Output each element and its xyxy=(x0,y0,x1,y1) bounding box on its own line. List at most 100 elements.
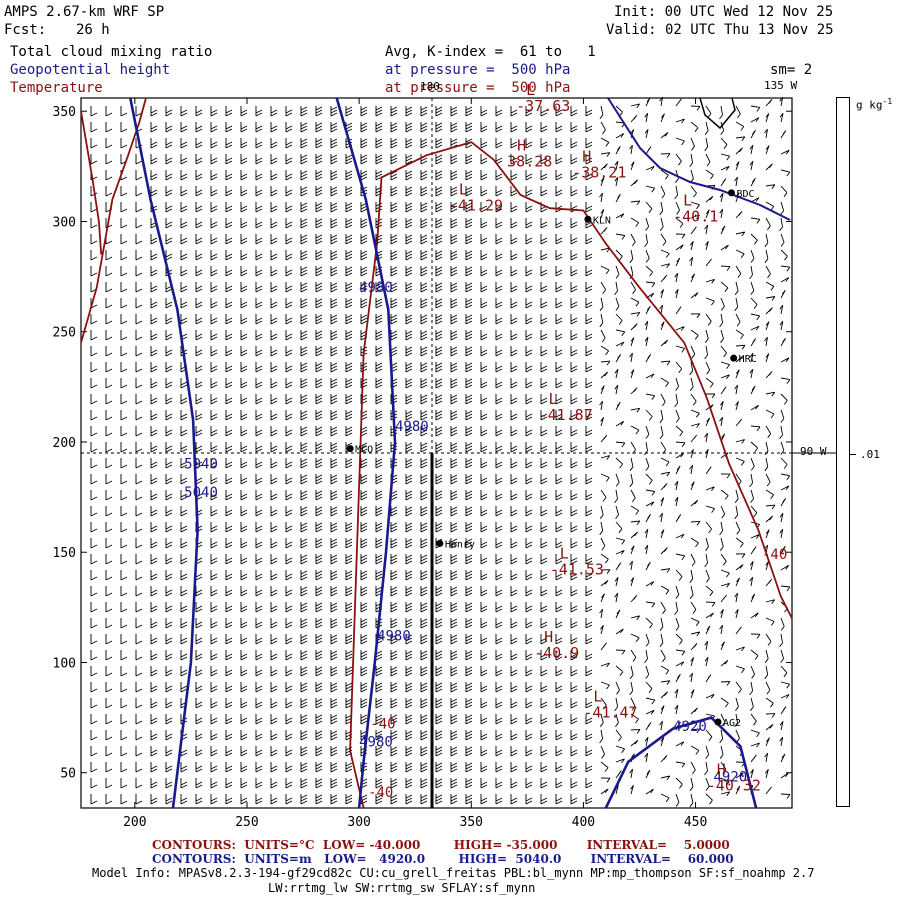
extremum-letter: L xyxy=(526,81,535,99)
x-tick-label: 350 xyxy=(460,815,483,830)
contour-label: 4980 xyxy=(377,628,411,644)
height-contours-layer xyxy=(129,97,758,809)
extremum-letter: L xyxy=(549,390,558,408)
extremum-value: -41.29 xyxy=(449,196,503,214)
coastline-ross xyxy=(607,97,791,221)
extremum-letter: L xyxy=(683,191,692,209)
temperature-contour xyxy=(349,141,793,809)
temperature-contour-info: CONTOURS: UNITS=°C LOW= -40.000 HIGH= -3… xyxy=(152,838,730,852)
station-marker xyxy=(346,445,354,453)
contour-label: -40 xyxy=(370,717,395,733)
extremum-value: -41.47 xyxy=(583,704,637,722)
contour-label: 4920 xyxy=(673,719,707,735)
model-info: Model Info: MPASv8.2.3-194-gf29cd82c CU:… xyxy=(92,866,815,880)
contour-label: -40 xyxy=(762,547,787,563)
longitude-180: 180 xyxy=(420,80,440,93)
smoothing-label: sm= 2 xyxy=(770,62,813,78)
contour-label: 4980 xyxy=(359,280,393,296)
model-title: AMPS 2.67-km WRF SP xyxy=(4,4,165,20)
colorbar-tick-label: .01 xyxy=(860,448,880,461)
station-marker xyxy=(730,354,738,362)
colorbar xyxy=(836,97,850,807)
init-time: Init: 00 UTC Wed 12 Nov 25 xyxy=(614,4,834,20)
station-label: AG2 xyxy=(723,718,741,729)
stations-layer: MCO Henry KLN BDC HRC AG2 xyxy=(346,189,757,729)
colorbar-units-exponent: -1 xyxy=(882,97,893,106)
extremum-value: -38.21 xyxy=(572,163,626,181)
contour-label: 5040 xyxy=(184,485,218,501)
x-tick-label: 300 xyxy=(347,815,370,830)
extremum-value: -41.87 xyxy=(539,406,593,424)
extremum-letter: H xyxy=(717,760,726,778)
field-cloud-mixing-ratio: Total cloud mixing ratio xyxy=(10,44,213,60)
station-label: KLN xyxy=(593,215,611,226)
height-contour xyxy=(129,97,199,809)
station-label: MCO xyxy=(355,445,373,456)
extremum-letter: L xyxy=(560,544,569,562)
extrema-layer: H38.28 H-38.21L-41.29 L-40.1L-41.87L-41.53… xyxy=(449,81,761,794)
temperature-contour xyxy=(80,111,103,255)
extremum-letter: L xyxy=(459,180,468,198)
y-tick-label: 150 xyxy=(53,546,76,561)
y-tick-label: 50 xyxy=(60,767,76,782)
plot-frame xyxy=(80,97,793,809)
axes-layer: 200 250 300 350 400 450 50 100 150 200 250 300 350 xyxy=(53,97,793,830)
extremum-letter: H xyxy=(544,628,553,646)
station-label: HRC xyxy=(739,354,757,365)
extremum-value: -40.9 xyxy=(534,644,579,662)
extremum-value: -40.32 xyxy=(707,776,761,794)
extremum-value: 38.28 xyxy=(507,152,552,170)
height-contour-info: CONTOURS: UNITS=m LOW= 4920.0 HIGH= 5040… xyxy=(152,852,734,866)
valid-time: Valid: 02 UTC Thu 13 Nov 25 xyxy=(606,22,834,38)
extremum-letter: L xyxy=(593,688,602,706)
colorbar-units-text: g kg xyxy=(856,98,883,112)
y-tick-label: 200 xyxy=(53,436,76,451)
extremum-value: -40.1 xyxy=(673,207,718,225)
x-tick-label: 450 xyxy=(684,815,707,830)
forecast-label: Fcst: xyxy=(4,22,47,38)
longitude-90w: 90 W xyxy=(800,445,827,458)
x-tick-label: 250 xyxy=(235,815,258,830)
contour-labels-layer: 4980 4980 4980 4980 5040 5040 4920 4920 -40 -40 -4… xyxy=(184,280,787,801)
coastline-layer xyxy=(607,97,791,221)
coastline-edge xyxy=(699,97,736,130)
station-label: BDC xyxy=(736,189,754,200)
extremum-letter: H xyxy=(517,136,526,154)
wind-barbs xyxy=(90,96,791,808)
y-tick-label: 100 xyxy=(53,656,76,671)
contour-label: 4980 xyxy=(359,734,393,750)
contour-label: 4980 xyxy=(395,419,429,435)
extremum-letter: H xyxy=(582,147,591,165)
x-tick-label: 200 xyxy=(123,815,146,830)
y-tick-label: 300 xyxy=(53,215,76,230)
contour-label: 5040 xyxy=(184,456,218,472)
station-marker xyxy=(584,215,592,223)
station-marker xyxy=(714,718,722,726)
temperature-contours-layer xyxy=(80,97,793,809)
y-tick-label: 350 xyxy=(53,105,76,120)
temperature-pressure-level: at pressure = 500 hPa xyxy=(385,80,571,96)
station-marker xyxy=(727,189,735,197)
x-tick-label: 400 xyxy=(572,815,595,830)
y-tick-label: 250 xyxy=(53,326,76,341)
model-info-2: LW:rrtmg_lw SW:rrtmg_sw SFLAY:sf_mynn xyxy=(268,881,536,895)
forecast-value: 26 h xyxy=(76,22,110,38)
longitude-135w: 135 W xyxy=(764,79,798,92)
field-geopotential-height: Geopotential height xyxy=(10,62,171,78)
temperature-contour xyxy=(80,97,147,344)
height-contour xyxy=(335,97,397,809)
colorbar-units: g kg-1 xyxy=(856,94,892,114)
colorbar-tick xyxy=(850,454,856,455)
k-index-average: Avg, K-index = 61 to 1 xyxy=(385,44,596,60)
station-marker xyxy=(436,539,444,547)
field-temperature: Temperature xyxy=(10,80,103,96)
wind-barbs-layer xyxy=(90,96,791,808)
station-label: Henry xyxy=(445,539,475,550)
height-contour xyxy=(604,716,758,809)
extremum-value: -37.63 xyxy=(516,97,570,115)
extremum-value: -41.53 xyxy=(550,560,604,578)
height-pressure-level: at pressure = 500 hPa xyxy=(385,62,571,78)
contour-label: 4920 xyxy=(713,770,747,786)
contour-label: -40 xyxy=(368,785,393,801)
